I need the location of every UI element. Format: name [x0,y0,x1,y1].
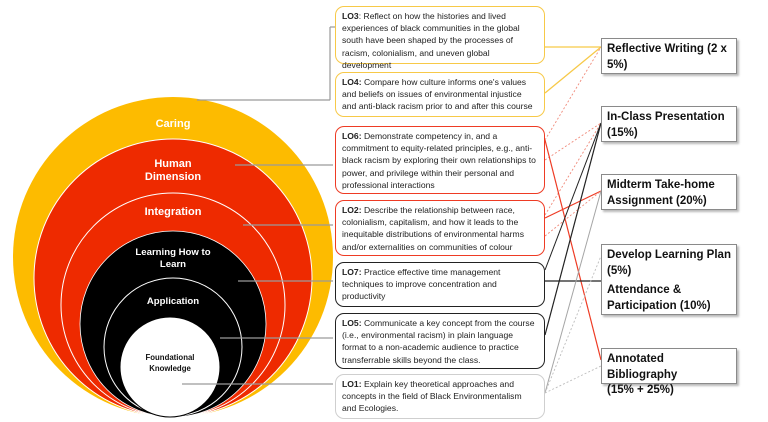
ring-label-line: Knowledge [149,364,191,374]
lo-code: LO7: [342,267,362,277]
lo-code-sep: : [358,11,362,21]
lo-text: Compare how culture informs one's values… [342,77,533,112]
assessment-label-line: (15% + 25%) [607,384,674,397]
lo-code: LO2: [342,205,362,215]
ring-label-application: Application [146,296,200,307]
assessment-in-class-presentation: In-Class Presentation (15%) [601,106,737,142]
assessment-annotated-bibliography: Annotated Bibliography (15% + 25%) [601,348,737,396]
lo-code: LO3 [342,11,359,21]
assessment-learning-plan-attendance: Develop Learning Plan (5%) Attendance & … [601,244,737,315]
assessment-label-line: Attendance & [607,284,682,297]
lo-code: LO1: [342,379,362,389]
connector-lo2-presentation [544,122,602,216]
ring-label-human-dimension: Human Dimension [128,158,218,184]
ring-label-line: Learning How to [135,247,211,258]
ring-label-line: Foundational [145,353,195,362]
lo-text: Demonstrate competency in, and a commitm… [342,131,536,190]
connector-lo2-midterm [544,190,602,219]
ring-label-line: Human [154,158,192,170]
lo-text: Reflect on how the histories and lived e… [342,11,520,70]
ring-foundational-knowledge [119,316,221,418]
assessment-label-line: Midterm Take-home [607,179,715,191]
lo-code: LO4: [342,77,362,87]
assessment-reflective-writing: Reflective Writing (2 x 5%) [601,38,737,74]
lo-box-lo4: LO4: Compare how culture informs one's v… [335,72,545,117]
lo-text: Explain key theoretical approaches and c… [342,379,522,414]
ring-label-foundational-knowledge: Foundational Knowledge [132,352,208,375]
connector-lo1-learning-plan [544,255,602,394]
connector-lo1-bibliography [544,365,602,394]
ring-label-line: Dimension [144,171,202,184]
assessment-label-line: Reflective Writing (2 x [607,43,727,55]
lo-box-lo6: LO6: Demonstrate competency in, and a co… [335,126,545,194]
lo-box-lo1: LO1: Explain key theoretical approaches … [335,374,545,419]
assessment-label-line: In-Class Presentation [607,111,725,123]
ring-label-line: Learn [159,258,187,270]
lo-box-lo7: LO7: Practice effective time management … [335,262,545,307]
assessment-label-line: (15%) [607,126,638,139]
connector-lo1-midterm [544,190,602,394]
ring-label-integration: Integration [144,206,202,218]
lo-assessment-connectors [544,46,602,394]
fink-taxonomy-circles [13,97,333,418]
connector-lo7-presentation [544,122,602,271]
lo-box-lo2: LO2: Describe the relationship between r… [335,200,545,256]
lo-text: Communicate a key concept from the cours… [342,318,535,365]
assessment-label-line: (5%) [607,264,632,277]
assessment-label-line: 5%) [607,58,628,71]
connector-lo6-presentation [544,122,602,161]
ring-label-caring: Caring [155,118,191,130]
ring-leader-lines [182,26,337,385]
lo-text: Describe the relationship between race, … [342,205,525,252]
lo-box-lo5: LO5: Communicate a key concept from the … [335,313,545,369]
assessment-label-line: Develop Learning Plan [607,249,731,261]
connector-lo5-presentation [544,122,602,336]
ring-label-learning-how-to-learn: Learning How to Learn [120,247,226,270]
lo-text: Practice effective time management techn… [342,267,501,302]
connector-lo6-reflective [544,46,602,141]
lo-box-lo3: LO3: Reflect on how the histories and li… [335,6,545,70]
connector-lo6-bibliography [544,139,602,361]
assessment-label-line: Annotated Bibliography [607,353,678,381]
assessment-midterm: Midterm Take-home Assignment (20%) [601,174,737,210]
assessment-label-line: Assignment (20%) [607,194,707,207]
assessment-label-line: Participation (10%) [607,299,711,312]
lo-code: LO6: [342,131,362,141]
connector-lo4-reflective [544,46,602,94]
lo-code: LO5: [342,318,362,328]
